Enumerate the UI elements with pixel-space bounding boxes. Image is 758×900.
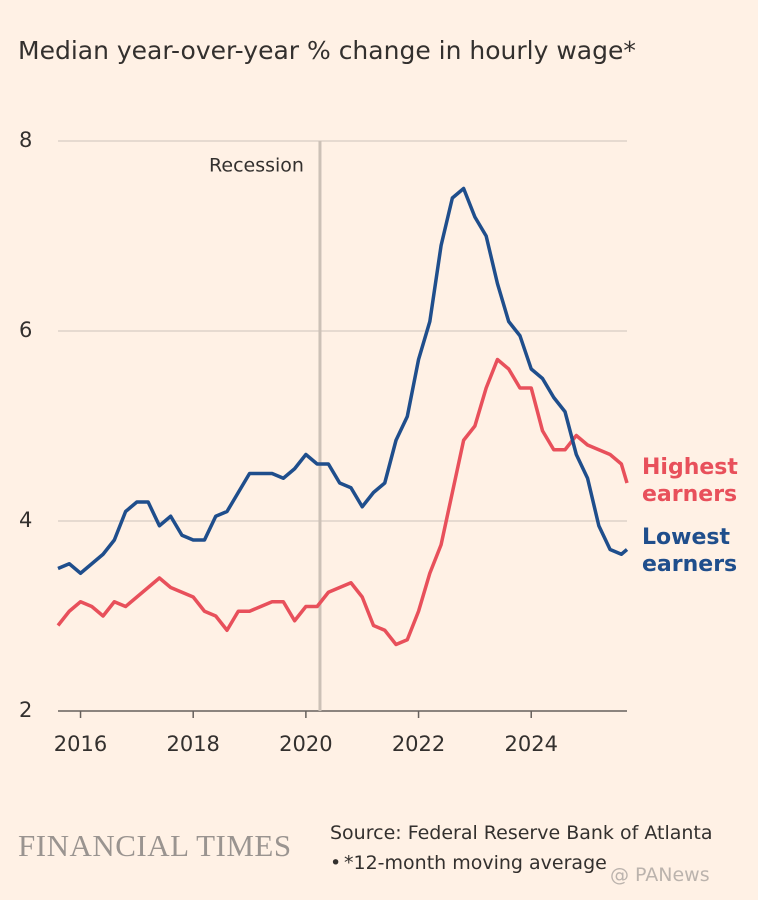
source: Source: Federal Reserve Bank of Atlanta [330,822,713,844]
bullet: • [330,852,342,874]
series-label: Lowest earners [642,525,738,577]
series-line [57,186,629,575]
y-tick-label: 8 [19,128,32,152]
x-tick-label: 2018 [166,732,219,756]
series-label: Highest earners [642,455,738,507]
y-tick-label: 2 [19,698,32,722]
x-tick-label: 2016 [54,732,107,756]
y-tick-label: 6 [19,318,32,342]
logo: FINANCIAL TIMES [18,828,292,863]
x-tick-label: 2020 [279,732,332,756]
series-line [56,357,629,647]
annotation: Recession [209,155,304,177]
chart-title: Median year-over-year % change in hourly… [18,36,636,65]
y-tick-label: 4 [19,508,32,532]
x-tick-label: 2022 [392,732,445,756]
watermark: @ PANews [610,864,710,886]
note: *12-month moving average [344,852,607,874]
x-tick-label: 2024 [505,732,558,756]
